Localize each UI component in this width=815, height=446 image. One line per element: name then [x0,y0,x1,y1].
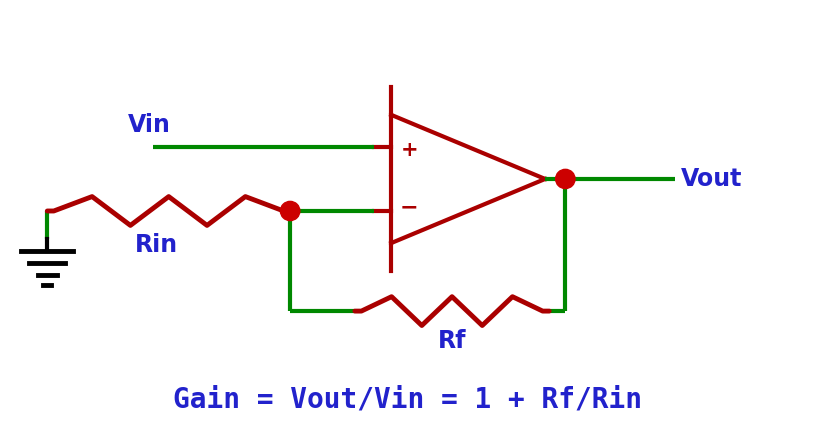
Circle shape [556,169,575,189]
Text: Rf: Rf [438,329,466,353]
Text: Vout: Vout [681,167,742,191]
Text: −: − [400,198,418,218]
Text: Gain = Vout/Vin = 1 + Rf/Rin: Gain = Vout/Vin = 1 + Rf/Rin [173,385,642,413]
Text: Rin: Rin [135,233,178,257]
Text: +: + [400,140,418,160]
Text: Vin: Vin [128,113,171,137]
Circle shape [280,202,300,221]
